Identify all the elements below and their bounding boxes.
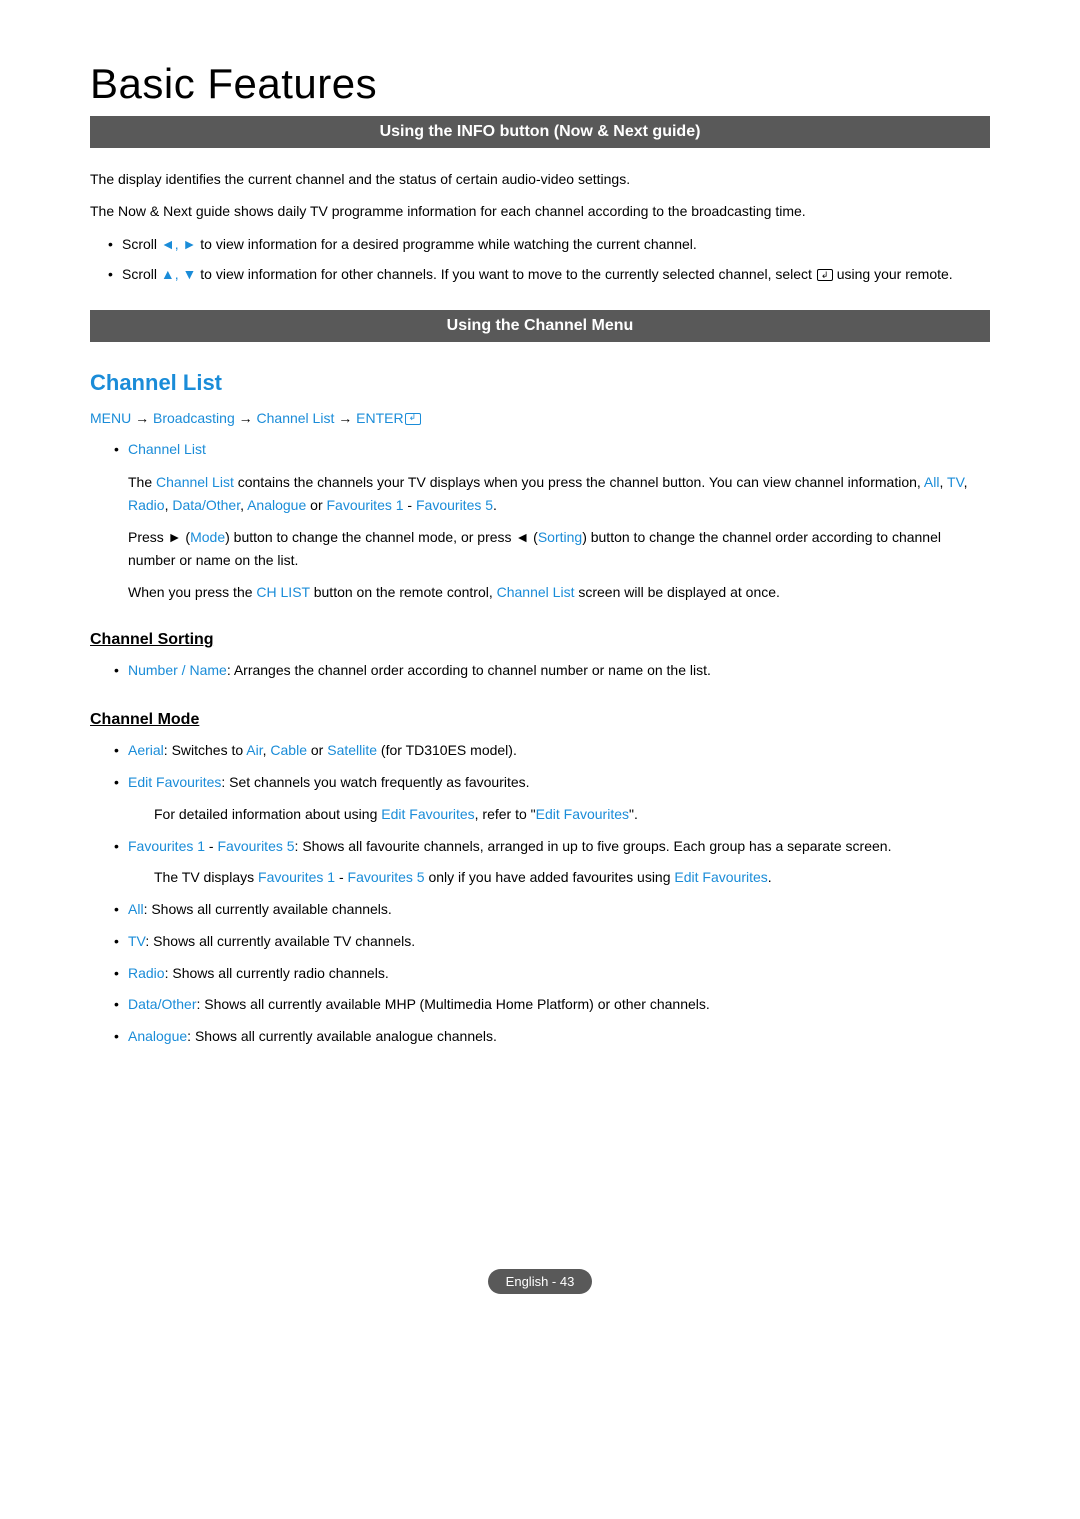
channel-mode-list: Aerial: Switches to Air, Cable or Satell… bbox=[90, 739, 990, 1049]
mode-radio: Radio: Shows all currently radio channel… bbox=[114, 962, 990, 986]
section-info-heading: Using the INFO button (Now & Next guide) bbox=[90, 116, 990, 148]
cl-p3: When you press the CH LIST button on the… bbox=[128, 581, 990, 603]
mode-aerial: Aerial: Switches to Air, Cable or Satell… bbox=[114, 739, 990, 763]
info-bullet-2: Scroll ▲, ▼ to view information for othe… bbox=[108, 263, 990, 285]
mode-edit-fav: Edit Favourites: Set channels you watch … bbox=[114, 771, 990, 795]
channel-list-items: Channel List The Channel List contains t… bbox=[90, 438, 990, 604]
channel-sorting-list: Number / Name: Arranges the channel orde… bbox=[90, 659, 990, 683]
mode-fav-sub: The TV displays Favourites 1 - Favourite… bbox=[114, 866, 990, 890]
arrow-up-down-icon: ▲, ▼ bbox=[161, 266, 197, 282]
info-bullet-1: Scroll ◄, ► to view information for a de… bbox=[108, 233, 990, 255]
info-p2: The Now & Next guide shows daily TV prog… bbox=[90, 200, 990, 222]
enter-icon bbox=[817, 269, 833, 281]
channel-sorting-title: Channel Sorting bbox=[90, 631, 990, 649]
info-bullets: Scroll ◄, ► to view information for a de… bbox=[90, 233, 990, 286]
mode-fav: Favourites 1 - Favourites 5: Shows all f… bbox=[114, 835, 990, 859]
mode-edit-fav-sub: For detailed information about using Edi… bbox=[114, 803, 990, 827]
info-p1: The display identifies the current chann… bbox=[90, 168, 990, 190]
mode-data-other: Data/Other: Shows all currently availabl… bbox=[114, 993, 990, 1017]
channel-mode-title: Channel Mode bbox=[90, 711, 990, 729]
enter-icon bbox=[405, 413, 421, 425]
channel-list-title: Channel List bbox=[90, 370, 990, 396]
page-title: Basic Features bbox=[90, 60, 990, 108]
sorting-item: Number / Name: Arranges the channel orde… bbox=[114, 659, 990, 683]
section-channel-heading: Using the Channel Menu bbox=[90, 310, 990, 342]
mode-tv: TV: Shows all currently available TV cha… bbox=[114, 930, 990, 954]
cl-p1: The Channel List contains the channels y… bbox=[128, 471, 990, 516]
nav-path: MENU → Broadcasting → Channel List → ENT… bbox=[90, 410, 990, 426]
mode-analogue: Analogue: Shows all currently available … bbox=[114, 1025, 990, 1049]
mode-all: All: Shows all currently available chann… bbox=[114, 898, 990, 922]
cl-p2: Press ► (Mode) button to change the chan… bbox=[128, 526, 990, 571]
channel-list-item: Channel List The Channel List contains t… bbox=[114, 438, 990, 604]
page-number-badge: English - 43 bbox=[488, 1269, 593, 1294]
arrow-left-right-icon: ◄, ► bbox=[161, 236, 197, 252]
